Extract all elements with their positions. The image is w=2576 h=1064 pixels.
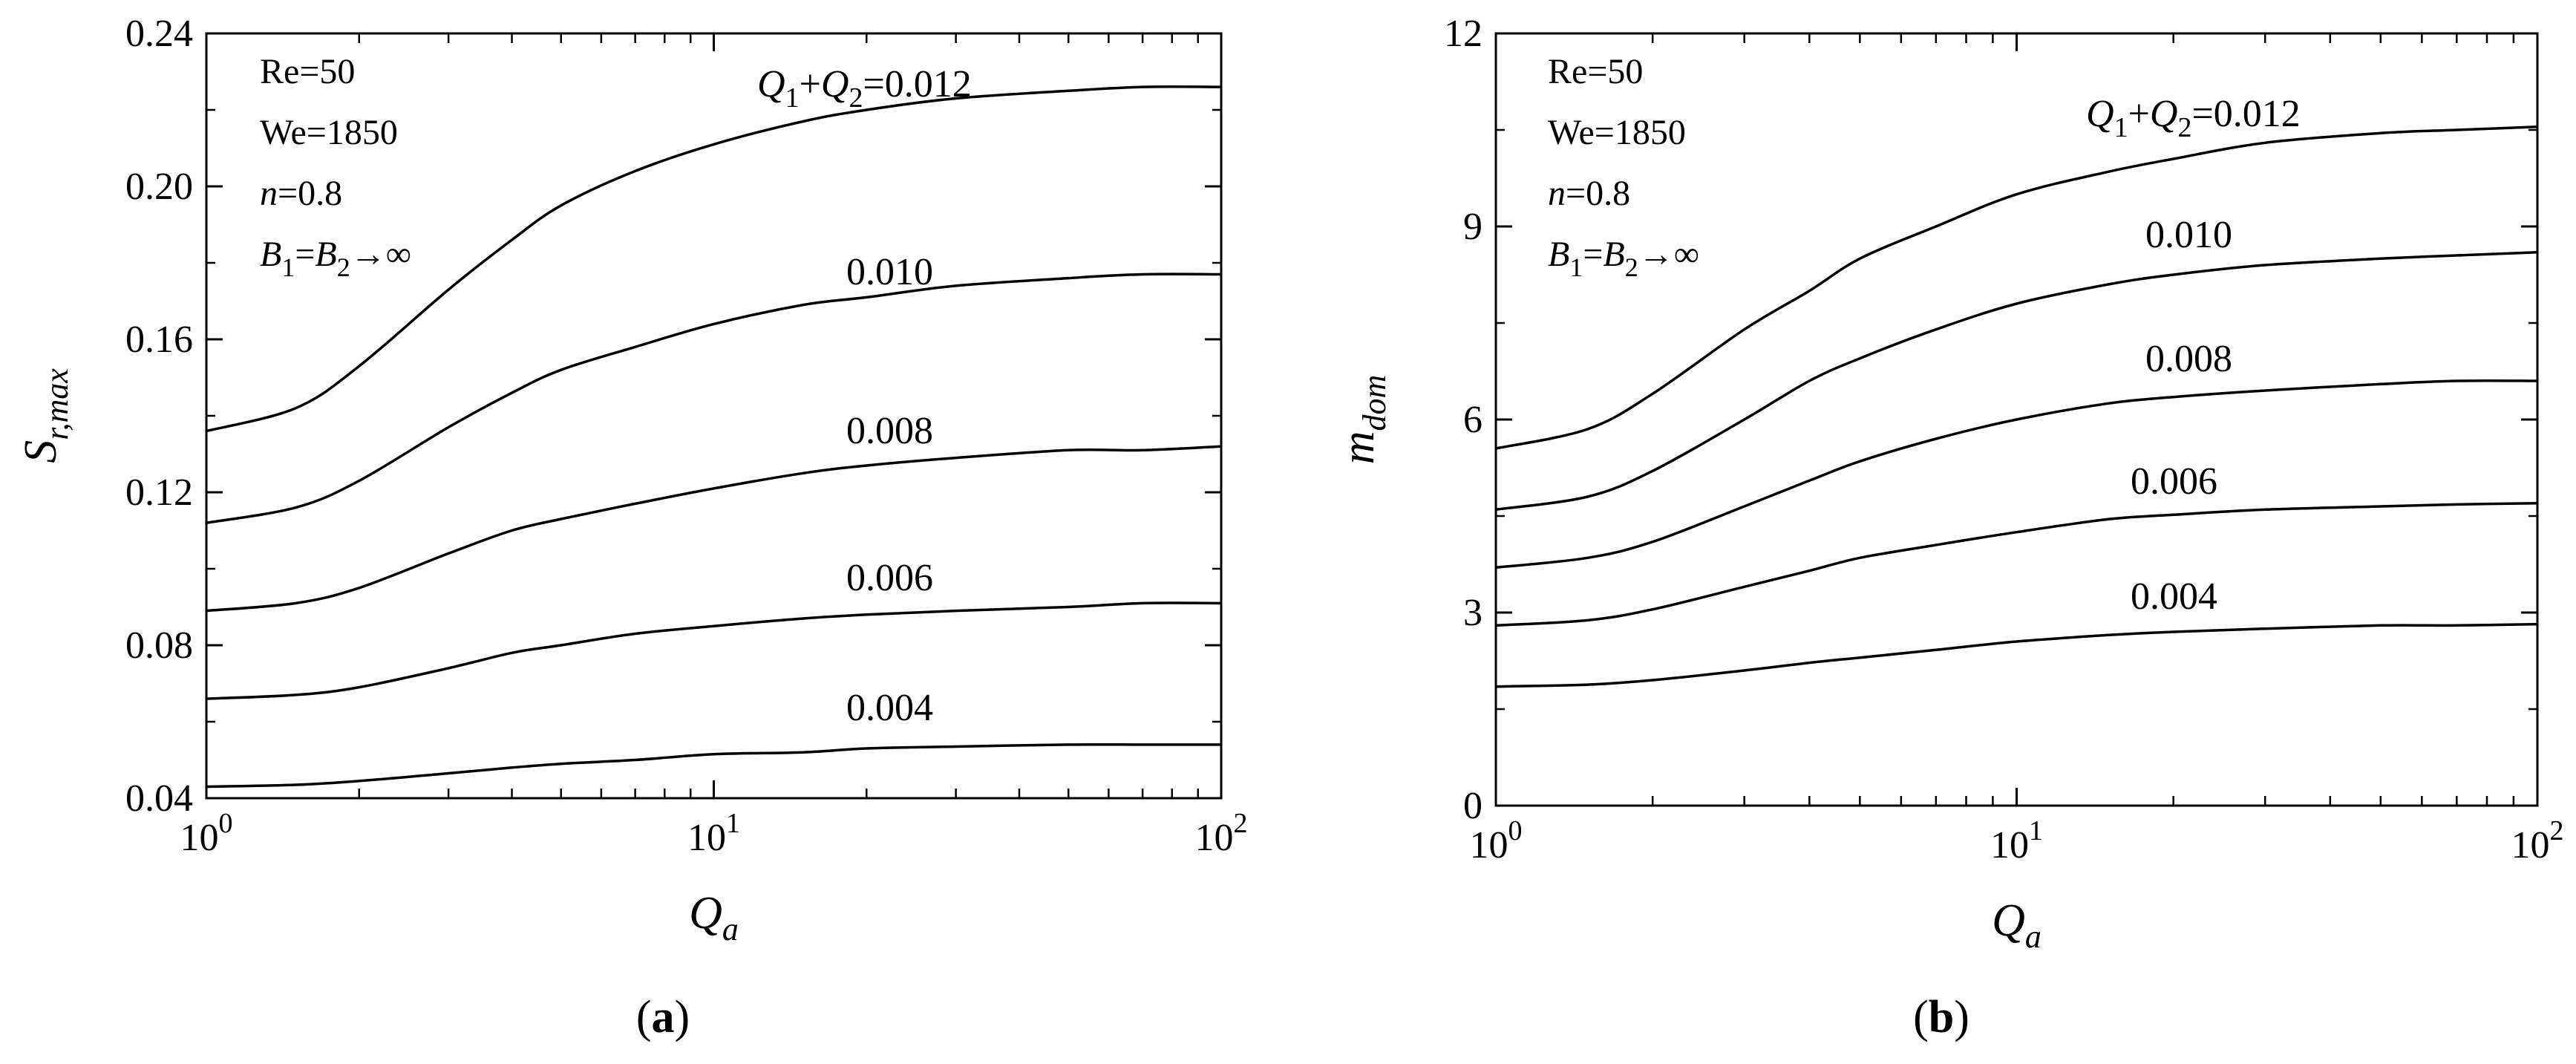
x-tick-label: 102 [2511, 815, 2564, 866]
x-tick-label: 100 [1470, 815, 1523, 866]
series-line-0.012 [206, 85, 1222, 433]
param-n: n=0.8 [1548, 174, 1630, 213]
y-axis-label: mdom [1333, 375, 1393, 465]
y-tick-label: 3 [1463, 592, 1482, 634]
series-line-0.010 [206, 272, 1222, 524]
series-line-0.006 [206, 601, 1222, 700]
series-line-0.008 [206, 445, 1222, 613]
series-label-0.004: 0.004 [2131, 575, 2217, 618]
series-line-0.006 [1495, 501, 2538, 627]
chart-panel-b: 0 3 6 9 12 100 101 102 Qa mdom Re=50 We=1850 n=0.8 B1… [1333, 13, 2564, 1042]
series-line-0.012 [1495, 125, 2538, 450]
series-label-0.004: 0.004 [846, 687, 933, 729]
y-tick-label: 0.04 [125, 777, 193, 820]
y-tick-label: 9 [1463, 206, 1482, 248]
param-b: B1=B2→∞ [1548, 235, 1699, 282]
y-tick-label: 12 [1444, 13, 1482, 55]
series-label-0.012: Q1+Q2=0.012 [2086, 93, 2301, 143]
param-b: B1=B2→∞ [260, 235, 411, 282]
y-tick-label: 0.24 [125, 13, 193, 55]
x-tick-label: 102 [1195, 808, 1248, 859]
series-label-0.010: 0.010 [846, 251, 933, 293]
y-tick-label: 0 [1463, 785, 1482, 827]
series-line-0.008 [1495, 379, 2538, 569]
y-tick-label: 0.20 [125, 166, 193, 208]
y-tick-label: 0.12 [125, 471, 193, 514]
panel-caption-a: (a) [636, 992, 690, 1042]
param-reynolds: Re=50 [260, 52, 355, 91]
chart-panel-a: 0.04 0.08 0.12 0.16 0.20 0.24 100 101 102 Qa Sr,ma… [16, 13, 1248, 1042]
y-tick-label: 0.16 [125, 319, 193, 361]
series-label-0.006: 0.006 [2131, 460, 2217, 503]
param-reynolds: Re=50 [1548, 52, 1643, 91]
param-weber: We=1850 [260, 113, 398, 152]
series-label-0.008: 0.008 [846, 410, 933, 452]
y-tick-label: 6 [1463, 399, 1482, 441]
param-weber: We=1850 [1548, 113, 1686, 152]
series-label-0.010: 0.010 [2145, 214, 2232, 256]
x-tick-label: 100 [180, 808, 233, 859]
x-tick-label: 101 [1990, 815, 2043, 866]
x-axis-label: Qa [1992, 895, 2041, 955]
series-label-0.008: 0.008 [2145, 338, 2232, 380]
x-axis-label: Qa [689, 888, 739, 947]
y-tick-label: 0.08 [125, 624, 193, 667]
series-line-0.010 [1495, 250, 2538, 512]
series-line-0.004 [1495, 622, 2538, 688]
y-axis-label: Sr,max [16, 368, 75, 463]
series-label-0.012: Q1+Q2=0.012 [757, 63, 972, 114]
series-line-0.004 [206, 742, 1221, 789]
x-tick-label: 101 [687, 808, 740, 859]
param-n: n=0.8 [260, 174, 342, 213]
series-label-0.006: 0.006 [846, 557, 933, 599]
panel-caption-b: (b) [1913, 992, 1969, 1042]
